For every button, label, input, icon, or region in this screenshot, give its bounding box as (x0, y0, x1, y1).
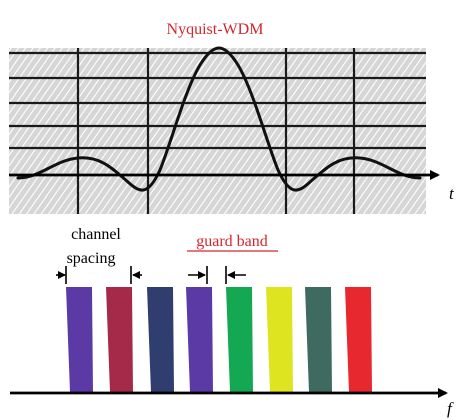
channel-spacing-label-line1: channel (71, 226, 121, 243)
title: Nyquist-WDM (167, 21, 264, 38)
channel-bar-3 (147, 287, 174, 392)
hatched-grid-background (9, 48, 426, 214)
channel-bar-4 (186, 287, 213, 392)
time-axis-label: t (449, 184, 455, 203)
sinc-waveform (16, 46, 422, 192)
time-domain-panel: t (9, 46, 455, 214)
channel-spacing-label-line2: spacing (67, 250, 116, 267)
channel-bar-5 (226, 287, 253, 392)
channel-bar-1 (66, 287, 93, 392)
guard-band-label: guard band (196, 233, 268, 250)
channel-bar-8 (345, 287, 372, 392)
channel-bar-7 (305, 287, 332, 392)
frequency-axis-label: f (447, 399, 454, 418)
channel-bar-6 (266, 287, 293, 392)
channels-group (66, 287, 372, 392)
guard-band-arrows (188, 266, 246, 284)
channel-bar-2 (106, 287, 133, 392)
channel-spacing-arrows (56, 266, 142, 284)
